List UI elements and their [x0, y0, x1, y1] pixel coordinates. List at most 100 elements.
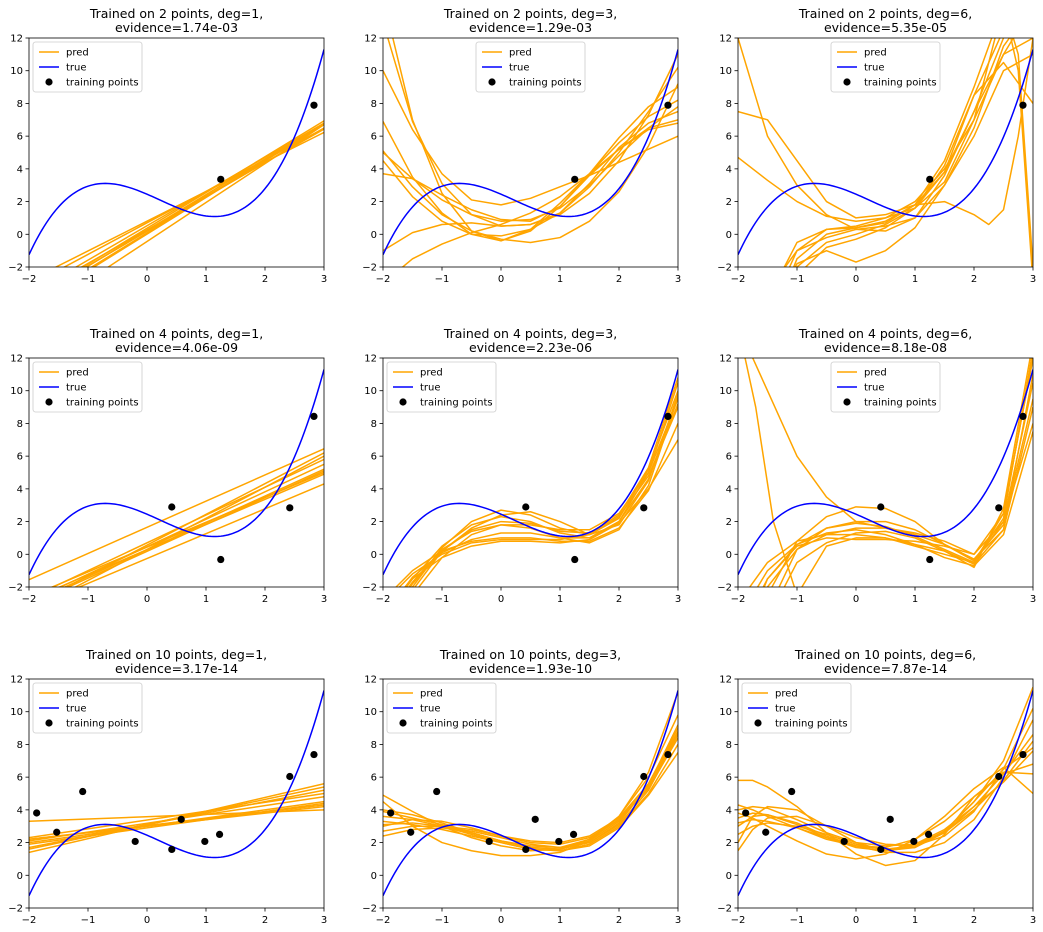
y-tick-label: 4	[371, 805, 377, 816]
y-tick-label: 8	[17, 99, 23, 110]
subplot-title-line2: evidence=4.06e-09	[115, 340, 238, 355]
training-point-1	[571, 175, 579, 183]
legend-pred-label: pred	[509, 48, 532, 59]
y-tick-label: −2	[362, 583, 377, 594]
legend-points-label: training points	[864, 398, 937, 409]
axes-frame	[382, 357, 679, 588]
training-point-2	[53, 828, 61, 836]
x-tick-label: −1	[435, 274, 450, 285]
legend: pred true training points	[386, 361, 497, 413]
training-point-6	[531, 815, 539, 823]
y-tick-label: 4	[17, 805, 23, 816]
subplot-2: Trained on 2 points, deg=3,evidence=1.29…	[362, 6, 681, 285]
legend-box	[32, 682, 143, 734]
y-tick-label: −2	[8, 583, 23, 594]
y-tick-label: 10	[364, 386, 377, 397]
pred-curve-10	[383, 732, 678, 850]
pred-curve-3	[738, 38, 1033, 232]
plot-area	[29, 690, 324, 897]
training-point-1	[33, 809, 41, 817]
legend: pred true training points	[32, 682, 143, 734]
training-point-3	[640, 504, 648, 512]
training-point-9	[995, 772, 1003, 781]
x-tick-label: 3	[1030, 594, 1036, 605]
true-curve	[738, 369, 1033, 576]
training-point-1	[168, 503, 176, 511]
training-point-2	[926, 555, 934, 564]
training-point-10	[664, 750, 672, 759]
plot-area	[738, 38, 1033, 267]
plot-area	[383, 690, 678, 897]
true-curve	[383, 49, 678, 256]
y-tick-label: 10	[10, 707, 23, 718]
y-tick-label: 6	[371, 773, 377, 784]
legend-true-label: true	[864, 383, 885, 394]
y-tick-label: 12	[719, 34, 732, 45]
legend-points-label: training points	[66, 398, 139, 409]
training-point-3	[995, 504, 1003, 512]
y-tick-label: 10	[719, 386, 732, 397]
pred-curve-8	[783, 38, 1033, 267]
y-tick-label: 0	[371, 871, 377, 882]
legend-pred-label: pred	[66, 368, 89, 379]
subplot-6: Trained on 4 points, deg=6,evidence=8.18…	[717, 326, 1036, 605]
training-point-3	[286, 504, 294, 512]
training-point-4	[310, 412, 318, 420]
pred-curve-8	[85, 122, 324, 267]
pred-curve-8	[738, 686, 1033, 850]
pred-curve-10	[783, 358, 1031, 587]
y-tick-label: 6	[371, 132, 377, 143]
x-tick-label: 2	[262, 915, 268, 926]
legend-true-label: true	[66, 63, 87, 74]
training-point-2	[407, 828, 415, 836]
pred-curve-10	[784, 53, 1033, 267]
legend-pred-label: pred	[420, 368, 443, 379]
y-tick-label: 2	[726, 517, 732, 528]
training-point-2	[310, 101, 318, 109]
pred-curve-10	[408, 397, 678, 587]
pred-curve-9	[738, 766, 1033, 860]
pred-curve-6	[77, 483, 324, 587]
x-tick-label: −2	[22, 915, 37, 926]
pred-curve-4	[738, 734, 1033, 850]
y-tick-label: 12	[10, 675, 23, 686]
x-tick-label: −1	[435, 915, 450, 926]
pred-curve-6	[738, 750, 1033, 852]
legend-pred-label: pred	[775, 689, 798, 700]
legend-true-label: true	[420, 704, 441, 715]
training-point-4	[840, 837, 848, 846]
legend: pred true training points	[32, 361, 143, 413]
training-point-4	[664, 412, 672, 420]
axes-frame	[737, 678, 1034, 909]
x-tick-label: 2	[616, 594, 622, 605]
pred-curve-7	[29, 802, 324, 845]
training-point-2	[571, 555, 579, 564]
x-tick-label: 1	[557, 594, 563, 605]
subplot-title-line1: Trained on 4 points, deg=6,	[798, 326, 972, 341]
y-tick-label: 8	[726, 99, 732, 110]
y-tick-label: 10	[719, 707, 732, 718]
pred-curve-10	[90, 123, 324, 267]
pred-curve-2	[383, 714, 678, 852]
y-tick-label: 12	[364, 675, 377, 686]
subplot-title-line2: evidence=1.29e-03	[469, 20, 592, 35]
training-point-5	[877, 845, 885, 854]
pred-curve-9	[81, 120, 324, 267]
training-point-6	[177, 815, 185, 823]
plot-area	[29, 49, 324, 267]
x-tick-label: 3	[675, 915, 681, 926]
true-curve	[29, 49, 324, 256]
x-tick-label: −1	[81, 274, 96, 285]
x-tick-label: 2	[971, 594, 977, 605]
subplot-title-line2: evidence=2.23e-06	[469, 340, 592, 355]
pred-curve-5	[383, 67, 678, 252]
legend-box	[386, 682, 497, 734]
training-point-4	[1019, 412, 1027, 420]
legend-points-swatch	[843, 398, 851, 406]
training-point-4	[485, 837, 493, 846]
legend-pred-label: pred	[864, 48, 887, 59]
y-tick-label: 4	[726, 164, 732, 175]
pred-curve-10	[383, 106, 678, 222]
pred-curve-8	[58, 463, 324, 587]
